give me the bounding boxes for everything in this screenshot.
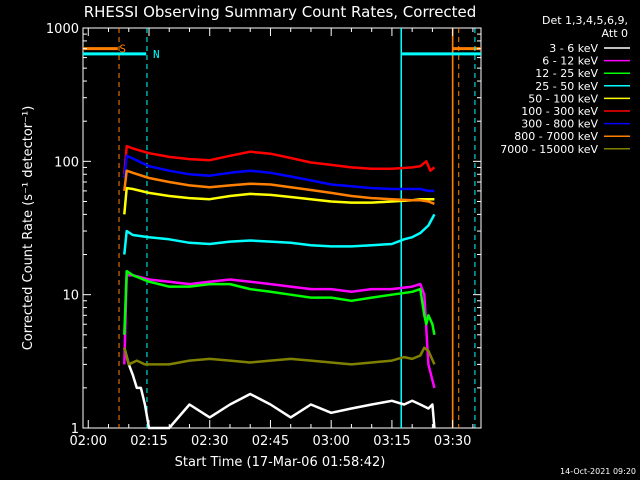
series-line-7 (123, 154, 435, 193)
series-line-9 (123, 346, 436, 366)
x-tick-label: 02:15 (130, 434, 167, 449)
y-tick-label: 1000 (46, 22, 79, 37)
series-line-1 (123, 347, 436, 430)
x-tick-label: 03:00 (312, 434, 349, 449)
x-tick-label: 02:45 (252, 434, 289, 449)
series-line-2 (123, 273, 436, 389)
y-axis-label: Corrected Count Rate (s⁻¹ detector⁻¹) (21, 106, 36, 351)
legend-header-line-1: Det 1,3,4,5,6,9, (542, 14, 628, 27)
x-axis-label: Start Time (17-Mar-06 01:58:42) (175, 455, 386, 470)
plot-area (82, 27, 482, 429)
marker-label: S (119, 43, 126, 56)
x-tick-label: 03:30 (434, 434, 471, 449)
series-line-6 (123, 144, 436, 175)
y-tick-label: 100 (54, 155, 79, 170)
y-tick-label: 1 (71, 422, 79, 437)
x-tick-label: 02:00 (70, 434, 107, 449)
footer-timestamp: 14-Oct-2021 09:20 (560, 467, 636, 476)
plot-frame (82, 27, 482, 429)
legend-header-line-2: Att 0 (602, 27, 628, 40)
legend-label: 25 - 50 keV (535, 80, 598, 93)
legend-label: 300 - 800 keV (521, 118, 598, 131)
x-tick-label: 03:15 (373, 434, 410, 449)
series-line-4 (123, 213, 436, 255)
legend-label: 800 - 7000 keV (514, 130, 598, 143)
legend-label: 7000 - 15000 keV (500, 143, 598, 156)
series-layer (123, 144, 436, 430)
series-line-8 (123, 169, 435, 205)
axes: 02:00 02:15 02:30 02:45 03:00 03:15 03:30 1 10 10… (46, 22, 481, 449)
legend-label: 3 - 6 keV (549, 42, 598, 55)
series-line-3 (123, 269, 436, 336)
chart-title: RHESSI Observing Summary Count Rates, Co… (84, 3, 477, 21)
y-tick-label: 10 (62, 289, 79, 304)
x-tick-label: 02:30 (191, 434, 228, 449)
marker-label: N (153, 48, 160, 61)
legend-label: 12 - 25 keV (535, 67, 598, 80)
legend-label: 6 - 12 keV (542, 55, 598, 68)
legend-label: 100 - 300 keV (521, 105, 598, 118)
legend-label: 50 - 100 keV (528, 92, 598, 105)
